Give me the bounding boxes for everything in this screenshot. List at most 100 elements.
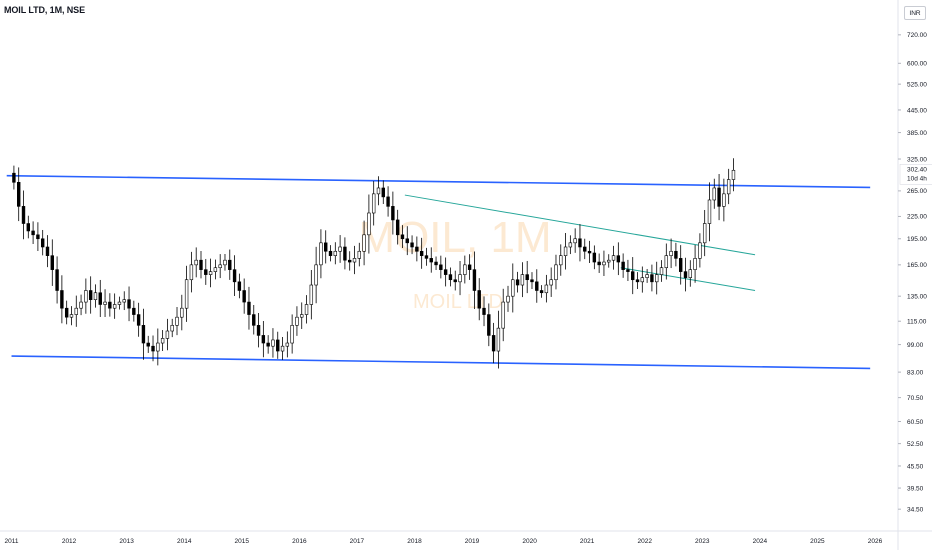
- candle-up: [69, 314, 74, 318]
- watermark-symbol: MOIL, 1M: [358, 213, 551, 262]
- candle-down: [132, 307, 136, 315]
- currency-button[interactable]: INR: [904, 6, 926, 20]
- candle-down: [256, 325, 261, 336]
- candle-down: [472, 269, 477, 291]
- candle-down: [597, 261, 601, 266]
- candle-down: [64, 307, 69, 318]
- time-tick-label: 2019: [465, 538, 480, 545]
- candle-up: [506, 295, 510, 303]
- price-tick-label: 83.00: [907, 369, 924, 376]
- price-tick-label: 45.50: [907, 463, 924, 470]
- channel-line[interactable]: [11, 355, 871, 370]
- candle-down: [108, 301, 112, 309]
- time-tick-label: 2018: [407, 538, 422, 545]
- candle-up: [698, 242, 702, 259]
- candle-up: [338, 246, 342, 252]
- candle-down: [247, 301, 251, 315]
- time-tick-label: 2013: [119, 538, 134, 545]
- candle-up: [645, 274, 649, 278]
- candle-down: [88, 290, 93, 300]
- candle-up: [223, 259, 227, 266]
- candle-down: [482, 307, 486, 315]
- price-tick-label: 385.00: [907, 130, 927, 137]
- candle-down: [26, 223, 31, 232]
- candle-up: [573, 238, 577, 244]
- candle-up: [511, 279, 515, 297]
- candle-up: [271, 339, 275, 347]
- candle-down: [381, 187, 385, 198]
- time-tick-label: 2012: [62, 538, 77, 545]
- candle-down: [328, 250, 333, 256]
- candle-down: [242, 290, 246, 303]
- price-tick-label: 135.00: [907, 293, 927, 300]
- candle-down: [525, 274, 529, 281]
- candle-down: [515, 279, 520, 286]
- candle-down: [136, 314, 141, 326]
- candle-up: [496, 327, 501, 352]
- candle-up: [702, 223, 707, 244]
- candle-up: [184, 279, 189, 309]
- candle-down: [40, 238, 45, 248]
- time-tick-label: 2022: [637, 538, 652, 545]
- candle-up: [189, 264, 194, 281]
- candle-up: [165, 330, 170, 339]
- candle-up: [304, 304, 309, 315]
- candle-up: [501, 301, 505, 329]
- candle-down: [261, 335, 266, 344]
- candle-down: [60, 290, 64, 309]
- candle-up: [669, 250, 673, 256]
- price-tick-label: 445.00: [907, 107, 927, 114]
- candle-up: [563, 246, 568, 256]
- candle-up: [664, 255, 669, 269]
- candle-down: [539, 290, 544, 294]
- candle-up: [707, 199, 712, 224]
- candle-down: [650, 274, 654, 283]
- candle-up: [103, 301, 107, 305]
- candle-up: [170, 325, 174, 332]
- price-tick-label: 225.00: [907, 214, 927, 221]
- candle-up: [607, 259, 611, 263]
- price-tick-label: 525.00: [907, 81, 927, 88]
- time-tick-label: 2015: [235, 538, 250, 545]
- trend-lines[interactable]: [6, 174, 871, 370]
- inner-channel-line[interactable]: [620, 267, 756, 291]
- candle-down: [477, 290, 481, 309]
- channel-line[interactable]: [6, 174, 871, 189]
- time-tick-label: 2014: [177, 538, 192, 545]
- candle-down: [400, 234, 405, 240]
- candle-down: [276, 339, 280, 352]
- candle-down: [391, 206, 395, 221]
- candles: [12, 158, 736, 369]
- candle-down: [583, 246, 587, 252]
- price-tick-label: 195.00: [907, 236, 927, 243]
- candle-down: [252, 314, 256, 326]
- candle-down: [151, 345, 155, 352]
- candle-down: [232, 269, 237, 283]
- price-tick-label: 115.00: [907, 319, 927, 326]
- candle-up: [640, 277, 645, 283]
- candle-up: [319, 242, 323, 266]
- time-tick-label: 2025: [810, 538, 825, 545]
- candle-down: [36, 234, 40, 240]
- candle-down: [199, 259, 203, 270]
- candle-up: [554, 264, 558, 281]
- candle-down: [626, 269, 630, 272]
- candle-down: [674, 250, 678, 259]
- candle-down: [535, 281, 539, 291]
- candle-up: [213, 267, 218, 272]
- candle-up: [376, 187, 381, 195]
- candle-down: [434, 261, 438, 266]
- candle-down: [266, 342, 270, 347]
- price-tick-label: 99.00: [907, 342, 924, 349]
- candle-up: [333, 250, 338, 256]
- candle-up: [602, 261, 606, 266]
- candle-down: [343, 246, 347, 261]
- candle-down: [17, 181, 21, 207]
- candle-down: [204, 269, 208, 275]
- candle-up: [357, 250, 361, 259]
- candle-down: [443, 269, 448, 275]
- last-price-box: [899, 164, 932, 185]
- candle-up: [122, 299, 126, 303]
